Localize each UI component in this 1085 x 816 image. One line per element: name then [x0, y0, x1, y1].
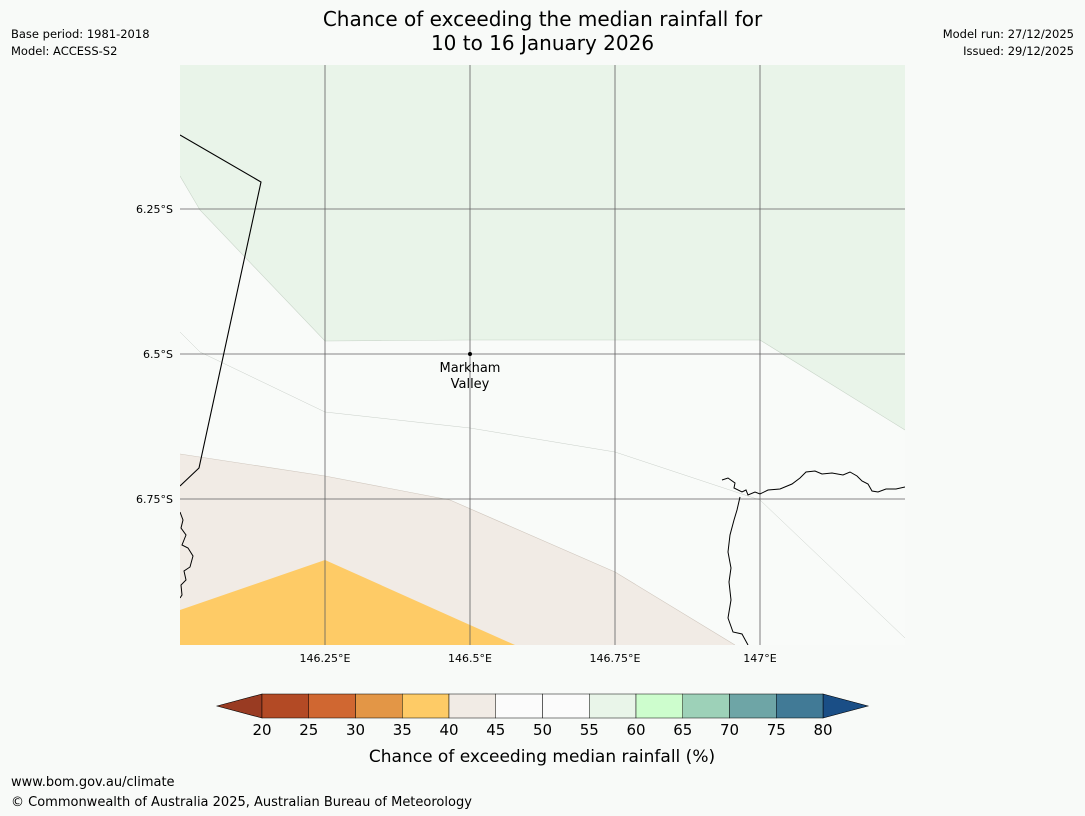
legend-tick-35: 35	[393, 721, 412, 739]
legend-bin-75-80	[776, 693, 824, 719]
issued-text: Issued: 29/12/2025	[963, 44, 1074, 58]
lat-label-6-75: 6.75°S	[136, 493, 173, 506]
legend-bin-60-65	[635, 693, 683, 719]
legend-over-arrow	[822, 693, 870, 719]
legend-bin-50-55	[542, 693, 590, 719]
legend-bin-55-60	[589, 693, 637, 719]
region-40-45-boundary	[180, 453, 736, 645]
lat-label-6-5: 6.5°S	[143, 348, 173, 361]
legend-tick-70: 70	[720, 721, 739, 739]
legend-bin-65-70	[682, 693, 730, 719]
legend-tick-40: 40	[439, 721, 458, 739]
legend-under-arrow	[215, 693, 263, 719]
legend-tick-65: 65	[673, 721, 692, 739]
legend-tick-30: 30	[346, 721, 365, 739]
base-period-text: Base period: 1981-2018	[11, 27, 150, 41]
legend-tick-20: 20	[252, 721, 271, 739]
region-55-60-boundary	[180, 175, 905, 431]
region-35-40	[180, 560, 515, 645]
lon-label-146-25: 146.25°E	[300, 652, 351, 665]
header-right: Model run: 27/12/2025 Issued: 29/12/2025	[943, 26, 1074, 60]
legend-bin-45-50	[495, 693, 543, 719]
header-left: Base period: 1981-2018 Model: ACCESS-S2	[11, 26, 150, 60]
map-title: Chance of exceeding the median rainfall …	[0, 7, 1085, 55]
legend-bin-35-40	[402, 693, 450, 719]
coastline-river	[727, 496, 749, 645]
model-run-text: Model run: 27/12/2025	[942, 27, 1074, 41]
footer-copyright: © Commonwealth of Australia 2025, Austra…	[11, 795, 472, 810]
legend-bin-20-25	[261, 693, 309, 719]
coastline-west	[180, 511, 194, 599]
coastline-east	[721, 470, 905, 496]
legend-tick-80: 80	[813, 721, 832, 739]
legend-bin-70-75	[729, 693, 777, 719]
legend-colorbar: 20 25 30 35 40 45 50 55 60 65 70 75 80	[215, 693, 870, 739]
place-label-line-2: Valley	[451, 377, 490, 392]
legend-tick-45: 45	[486, 721, 505, 739]
lon-label-146-5: 146.5°E	[448, 652, 492, 665]
legend-title: Chance of exceeding median rainfall (%)	[369, 747, 715, 767]
legend-tick-75: 75	[767, 721, 786, 739]
lat-label-6-25: 6.25°S	[136, 203, 173, 216]
legend-tick-50: 50	[533, 721, 552, 739]
lon-label-147: 147°E	[743, 652, 776, 665]
place-label-line-1: Markham	[440, 361, 501, 376]
title-line-2: 10 to 16 January 2026	[430, 31, 655, 55]
map-area	[180, 65, 905, 645]
legend-bin-25-30	[308, 693, 356, 719]
model-text: Model: ACCESS-S2	[11, 44, 118, 58]
country-border	[180, 134, 262, 487]
legend-bin-40-45	[448, 693, 496, 719]
legend-tick-60: 60	[626, 721, 645, 739]
footer-url: www.bom.gov.au/climate	[11, 775, 175, 790]
markham-valley-marker	[468, 352, 472, 356]
legend-tick-25: 25	[299, 721, 318, 739]
legend-bin-30-35	[355, 693, 403, 719]
lon-label-146-75: 146.75°E	[590, 652, 641, 665]
legend-tick-55: 55	[580, 721, 599, 739]
region-55-60	[180, 65, 905, 430]
title-line-1: Chance of exceeding the median rainfall …	[322, 7, 763, 31]
